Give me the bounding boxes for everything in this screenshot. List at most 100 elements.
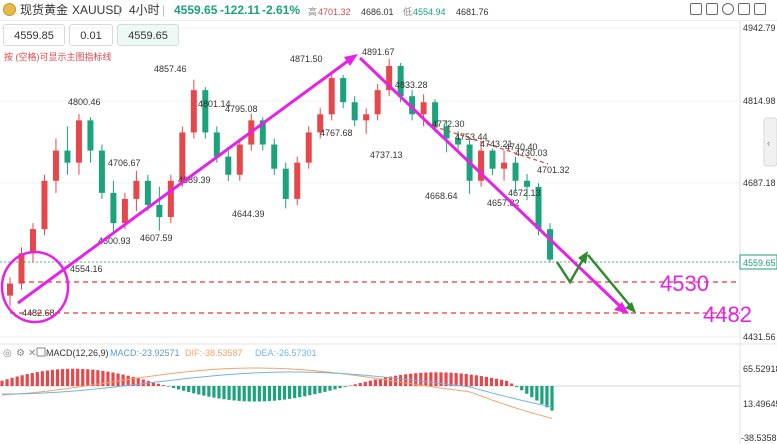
candle-body: [41, 180, 48, 230]
price-annotation: 4743.21: [480, 139, 513, 149]
price-annotation: 4607.59: [140, 233, 173, 243]
close-icon[interactable]: ✕: [28, 348, 36, 359]
lot-size-input[interactable]: 0.01: [69, 24, 113, 46]
macd-bar: [126, 375, 130, 386]
green-arrowhead-1: [578, 251, 588, 264]
macd-bar: [277, 386, 282, 401]
macd-bar: [151, 382, 155, 386]
macd-bar: [318, 386, 322, 394]
macd-bar: [504, 380, 509, 386]
price-annotation: 4795.08: [225, 104, 258, 114]
price-annotation: 4753.44: [455, 132, 488, 142]
period-selector[interactable]: 4小时: [129, 3, 160, 17]
green-arrowhead-2: [625, 302, 636, 313]
macd-bar: [166, 386, 171, 387]
macd-bar: [474, 375, 478, 386]
uptrend-arrow: [17, 56, 353, 305]
macd-bar: [388, 376, 393, 386]
macd-bar: [136, 378, 140, 386]
macd-bar: [328, 386, 332, 391]
macd-label: MACD(12,26,9): [46, 348, 109, 358]
macd-bar: [343, 386, 347, 387]
macd-panel[interactable]: 65.52918 13.49645 -38.53587 ◎ ⚙ ✕ MACD(1…: [0, 343, 777, 443]
candle-body: [225, 156, 232, 175]
candle-body: [179, 132, 186, 181]
macd-bar: [454, 373, 458, 386]
candle-body: [282, 168, 289, 199]
macd-bar: [106, 371, 110, 386]
macd-bar: [171, 386, 176, 388]
macd-bar: [55, 369, 60, 386]
macd-bar: [257, 386, 261, 402]
low-label: 低: [403, 7, 413, 17]
macd-bar: [449, 372, 453, 386]
macd-bar: [444, 372, 448, 386]
sell-price-box[interactable]: 4559.85: [3, 24, 65, 46]
macd-bar: [86, 369, 90, 386]
macd-bar: [535, 386, 539, 401]
dea-line: [2, 371, 553, 408]
edit-icon[interactable]: [690, 3, 702, 15]
buy-price-box[interactable]: 4559.65: [117, 24, 179, 46]
close-window-icon[interactable]: [754, 3, 766, 15]
symbol-name[interactable]: 现货黄金: [20, 3, 69, 17]
macd-bar: [510, 383, 514, 386]
indicator-box-icon[interactable]: [36, 347, 46, 357]
downtrend-arrowhead: [614, 302, 629, 314]
price-chart[interactable]: 4891.67 4871.50 4857.46 4833.28 4800.46 4801.…: [0, 20, 777, 444]
macd-bar: [207, 386, 211, 397]
price-axis-tick: 4687.18: [743, 178, 776, 188]
dif-line: [1, 367, 553, 419]
macd-bar: [10, 377, 14, 386]
candle-body: [133, 180, 140, 199]
layout-icon[interactable]: [706, 3, 718, 15]
candle-body: [144, 180, 151, 205]
price-annotation: 4740.40: [505, 142, 538, 152]
macd-bar: [252, 386, 256, 402]
target-label-4482: 4482: [703, 302, 752, 327]
macd-bar: [161, 385, 166, 386]
candle-body: [524, 180, 531, 187]
candle-body: [351, 102, 358, 121]
symbol-code[interactable]: XAUUSD: [72, 3, 123, 17]
macd-bar: [25, 374, 29, 386]
macd-bar: [20, 375, 24, 386]
macd-bar: [363, 381, 367, 386]
macd-bar: [545, 386, 549, 408]
clock-icon[interactable]: [722, 3, 734, 15]
macd-bar: [464, 373, 468, 386]
candle-body: [501, 162, 508, 169]
price-annotation: 4689.39: [178, 175, 211, 185]
price-annotation: 4668.64: [425, 191, 458, 201]
close-value: 4681.76: [456, 7, 489, 17]
candle-body: [317, 114, 324, 133]
macd-bar: [40, 371, 44, 386]
price-axis-tick: 4431.56: [743, 332, 776, 342]
macd-bar: [187, 386, 191, 393]
macd-bar: [242, 386, 246, 402]
hint-text: 按 (空格)可显示主图指标线: [4, 52, 112, 62]
settings-icon[interactable]: ⚙: [16, 348, 25, 359]
candle-body: [420, 102, 427, 115]
macd-bar: [45, 370, 50, 386]
price-change: -122.11: [220, 3, 261, 17]
price-annotation: 4871.50: [290, 54, 323, 64]
macd-bar: [65, 368, 70, 386]
price-annotation: 4657.82: [487, 198, 520, 208]
dif-value: DIF:-38.53587: [185, 348, 243, 358]
macd-bar: [373, 379, 377, 386]
fullscreen-icon[interactable]: [738, 3, 750, 15]
macd-bar: [368, 380, 372, 386]
macd-bar: [378, 378, 383, 386]
eye-icon[interactable]: ◎: [3, 348, 12, 359]
macd-bar: [353, 384, 357, 386]
price-annotation: 4600.93: [98, 236, 131, 246]
macd-bar: [323, 386, 327, 392]
macd-bar: [131, 376, 135, 386]
macd-bar: [222, 386, 226, 400]
candle-body: [409, 96, 416, 115]
price-annotation: 4737.13: [370, 150, 403, 160]
scroll-handle[interactable]: [763, 117, 777, 167]
price-annotation: 4701.32: [537, 165, 570, 175]
high-value: 4701.32: [318, 7, 351, 17]
